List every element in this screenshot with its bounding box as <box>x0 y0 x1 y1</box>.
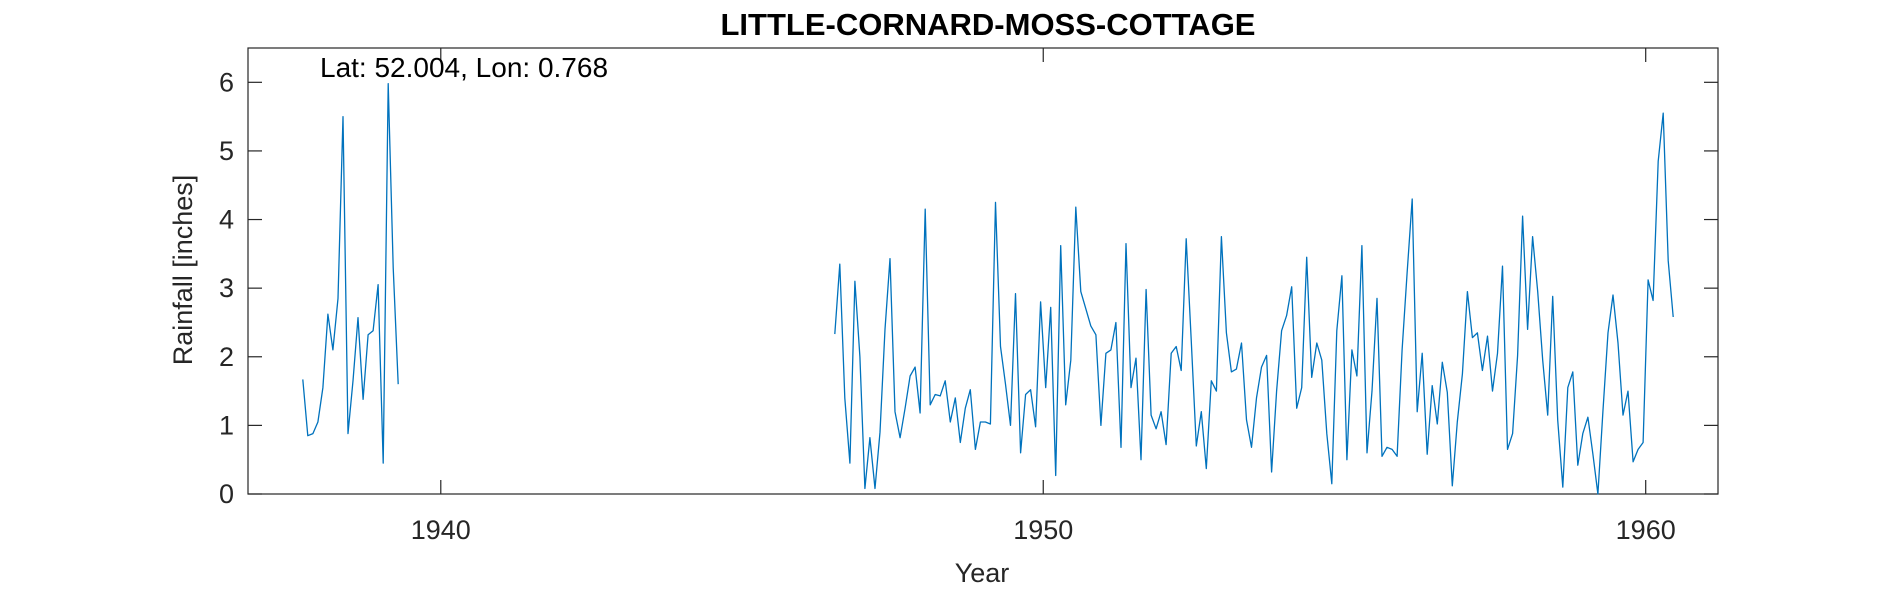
x-tick-label: 1940 <box>411 515 471 545</box>
y-axis-label: Rainfall [inches] <box>168 175 198 366</box>
x-tick-label: 1960 <box>1616 515 1676 545</box>
y-tick-label: 3 <box>219 273 234 303</box>
y-tick-label: 0 <box>219 479 234 509</box>
x-axis-label: Year <box>955 558 1010 588</box>
y-tick-label: 2 <box>219 342 234 372</box>
rainfall-line-segment-1 <box>302 83 399 464</box>
x-tick-label: 1950 <box>1013 515 1073 545</box>
rainfall-line-segment-2 <box>834 112 1674 495</box>
rainfall-series <box>302 83 1674 495</box>
plot-box <box>247 47 1719 495</box>
chart-title: LITTLE-CORNARD-MOSS-COTTAGE <box>721 7 1256 42</box>
y-tick-label: 6 <box>219 67 234 97</box>
axis-ticks: 0 1 2 3 4 5 6 1940 1950 1960 <box>219 48 1718 545</box>
y-tick-label: 5 <box>219 136 234 166</box>
plot-frame <box>247 47 1719 495</box>
y-tick-label: 4 <box>219 205 234 235</box>
location-annotation: Lat: 52.004, Lon: 0.768 <box>320 52 608 83</box>
y-tick-label: 1 <box>219 410 234 440</box>
